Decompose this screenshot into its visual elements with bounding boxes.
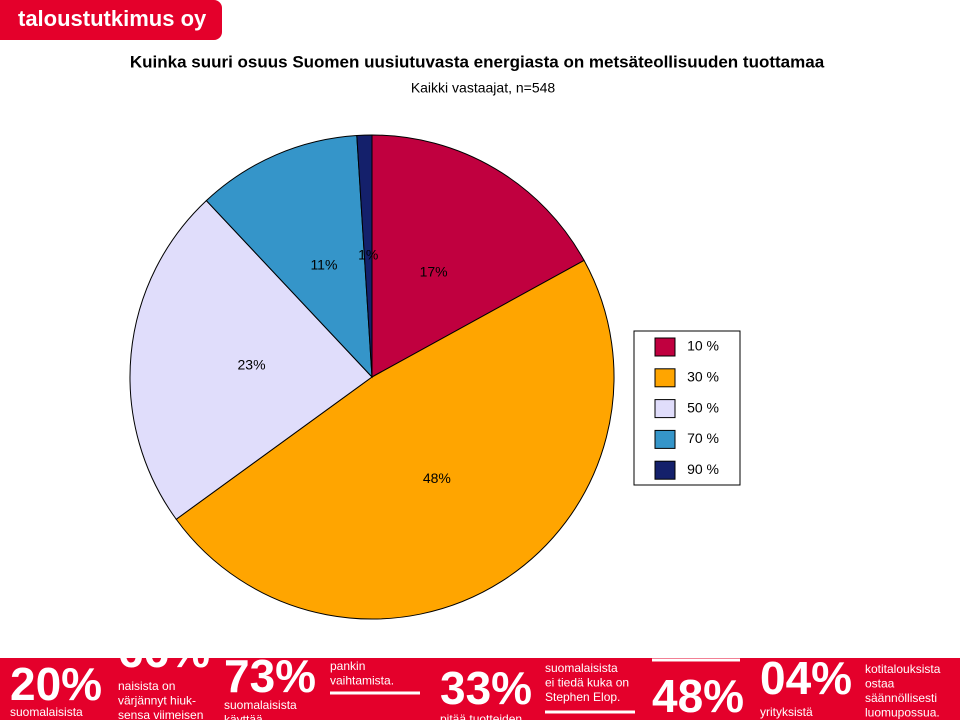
pie-slice bbox=[356, 134, 373, 378]
banner-figure: 48% bbox=[652, 670, 744, 720]
legend-label: 70 % bbox=[687, 430, 719, 446]
pie-slice bbox=[129, 199, 373, 520]
chart-title: Kuinka suuri osuus Suomen uusiutuvasta e… bbox=[130, 52, 825, 71]
banner-figure: 66% bbox=[118, 625, 210, 677]
banner-caption: pankin bbox=[330, 659, 365, 673]
banner-caption: vaihtamista. bbox=[330, 674, 394, 688]
legend-label: 30 % bbox=[687, 369, 719, 385]
banner-caption: yrityksistä bbox=[760, 705, 813, 719]
logo-box bbox=[0, 0, 222, 40]
banner-caption: ei tiedä kuka on bbox=[545, 676, 629, 690]
banner-caption: käyttää bbox=[224, 713, 263, 720]
banner-figure: 33% bbox=[440, 662, 532, 714]
data-label: 17% bbox=[420, 264, 448, 280]
legend-swatch bbox=[654, 368, 676, 388]
banner-figure: 73% bbox=[224, 650, 316, 702]
legend-label: 90 % bbox=[687, 461, 719, 477]
banner-caption: säännöllisesti bbox=[865, 691, 937, 705]
legend-swatch bbox=[654, 460, 676, 480]
legend-swatch bbox=[654, 429, 676, 449]
data-label: 11% bbox=[310, 257, 337, 273]
banner-figure: 04% bbox=[760, 652, 852, 704]
banner-caption: suomalaisista bbox=[10, 705, 83, 719]
logo: taloustutkimus oy bbox=[18, 6, 207, 31]
data-label: 23% bbox=[238, 356, 266, 372]
chart-subtitle: Kaikki vastaajat, n=548 bbox=[411, 80, 556, 96]
legend-label: 50 % bbox=[687, 399, 719, 415]
pie-slice bbox=[371, 134, 585, 378]
banner-caption: luomupossua. bbox=[865, 706, 940, 720]
banner-caption: pitää tuotteiden bbox=[440, 712, 522, 720]
banner bbox=[0, 658, 960, 720]
banner-caption: sensa viimeisen bbox=[118, 708, 203, 720]
legend-swatch bbox=[654, 337, 676, 357]
banner-caption: Stephen Elop. bbox=[545, 690, 620, 704]
banner-caption: naisista on bbox=[118, 679, 175, 693]
banner-caption: kotitalouksista bbox=[865, 662, 941, 676]
banner-caption: suomalaisista bbox=[545, 661, 618, 675]
banner-caption: suomalaisista bbox=[224, 698, 297, 712]
banner-caption: ostaa bbox=[865, 677, 895, 691]
data-label: 1% bbox=[358, 247, 378, 263]
legend-swatch bbox=[654, 399, 676, 419]
data-label: 48% bbox=[423, 470, 451, 486]
pie-slice bbox=[205, 134, 373, 379]
legend-label: 10 % bbox=[687, 338, 719, 354]
legend-box bbox=[633, 330, 741, 486]
pie-slice bbox=[175, 259, 615, 620]
banner-figure: 20% bbox=[10, 658, 102, 710]
banner-caption: värjännyt hiuk- bbox=[118, 694, 196, 708]
